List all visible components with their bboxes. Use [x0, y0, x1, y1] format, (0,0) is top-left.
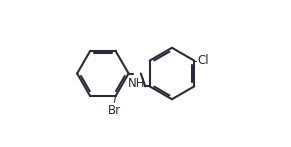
- Text: NH: NH: [128, 77, 146, 90]
- Text: Cl: Cl: [197, 54, 209, 67]
- Text: Br: Br: [108, 104, 121, 117]
